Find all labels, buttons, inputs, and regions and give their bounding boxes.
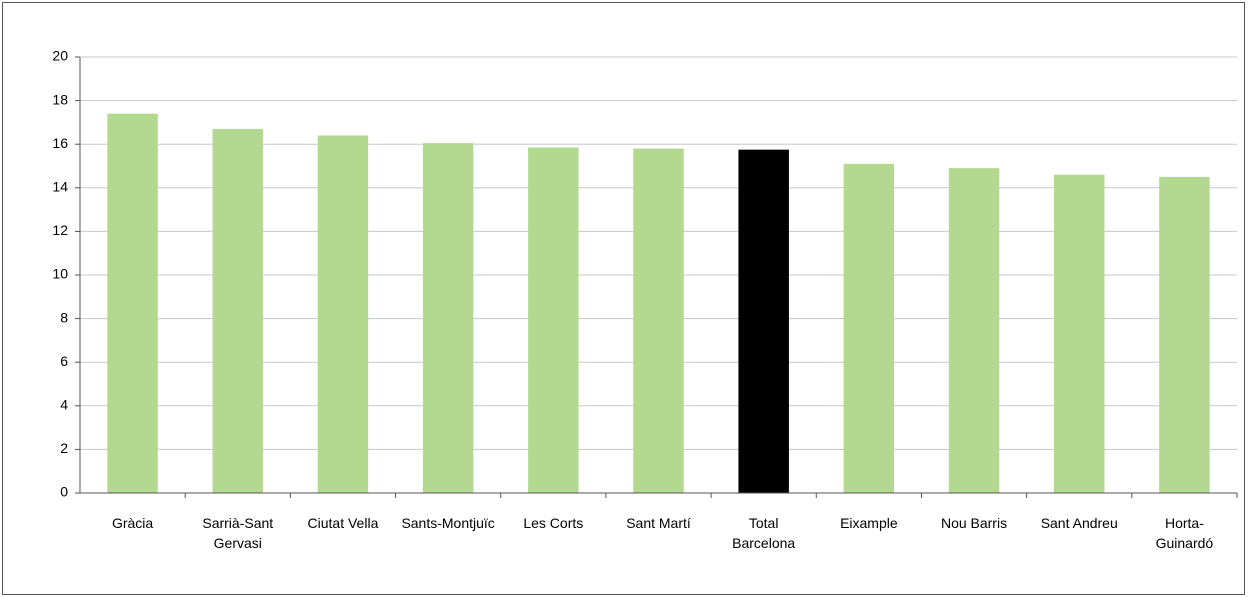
y-tick-label: 4 — [60, 397, 68, 413]
bar — [948, 168, 1000, 493]
y-tick-label: 0 — [60, 484, 68, 500]
x-tick-label: Nou Barris — [940, 515, 1008, 531]
y-tick-label: 18 — [52, 91, 68, 107]
x-tick-label: Ciutat Vella — [307, 515, 379, 531]
bar — [422, 143, 474, 494]
y-tick-label: 20 — [52, 48, 68, 64]
y-tick-label: 8 — [60, 309, 68, 325]
x-tick-label: Sant Andreu — [1040, 515, 1118, 531]
x-tick-label: Total Barcelona — [732, 515, 796, 551]
bar — [107, 113, 158, 494]
y-tick-label: 16 — [52, 135, 68, 151]
x-tick-label: Eixample — [840, 515, 898, 531]
bar — [317, 135, 369, 494]
x-tick-label: Sants-Montjuïc — [401, 515, 495, 531]
x-tick-label: Sarrià-Sant Gervasi — [202, 515, 274, 551]
bar — [633, 148, 684, 493]
bar — [1053, 174, 1105, 493]
bar — [528, 147, 579, 493]
y-tick-label: 6 — [60, 353, 68, 369]
x-tick-label: Horta-Guinardó — [1155, 515, 1214, 551]
bar — [212, 128, 264, 493]
bar — [1159, 176, 1210, 493]
bar — [843, 163, 895, 493]
y-tick-label: 2 — [60, 440, 68, 456]
bar — [738, 149, 789, 493]
x-tick-label: Gràcia — [111, 515, 154, 531]
x-tick-label: Les Corts — [523, 515, 584, 531]
x-tick-label: Sant Martí — [626, 515, 691, 531]
y-tick-label: 14 — [52, 179, 68, 195]
y-tick-label: 10 — [52, 266, 68, 282]
y-tick-label: 12 — [52, 222, 68, 238]
